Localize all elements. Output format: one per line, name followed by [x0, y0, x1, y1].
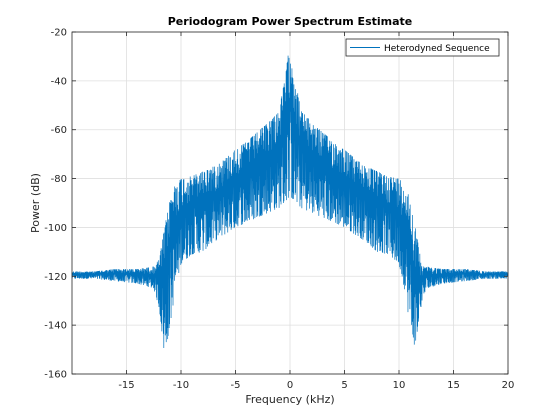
chart-title: Periodogram Power Spectrum Estimate — [168, 15, 413, 28]
y-tick-label: -120 — [44, 272, 67, 283]
y-tick-label: -60 — [51, 125, 67, 136]
x-tick-label: 20 — [502, 380, 515, 391]
y-axis-label: Power (dB) — [29, 173, 42, 233]
x-axis-label: Frequency (kHz) — [245, 393, 334, 406]
y-tick-label: -140 — [44, 321, 67, 332]
y-tick-label: -40 — [51, 76, 67, 87]
legend: Heterodyned Sequence — [345, 38, 500, 57]
x-tick-label: 0 — [287, 380, 293, 391]
y-tick-label: -100 — [44, 223, 67, 234]
tick-layer: -15 -10 -5 0 5 10 15 20 -160 -140 -120 -100 -80 -60 -4… — [44, 28, 514, 392]
x-tick-label: 10 — [393, 380, 406, 391]
series-line — [71, 55, 509, 349]
y-tick-label: -80 — [51, 174, 67, 185]
x-tick-label: -10 — [173, 380, 189, 391]
x-tick-label: -15 — [118, 380, 134, 391]
legend-box — [345, 38, 500, 57]
series-layer — [71, 55, 509, 349]
legend-entry: Heterodyned Sequence — [384, 44, 490, 54]
y-tick-label: -160 — [44, 370, 67, 381]
x-tick-label: -5 — [231, 380, 241, 391]
y-tick-label: -20 — [51, 28, 67, 39]
x-tick-label: 5 — [341, 380, 347, 391]
x-tick-label: 15 — [447, 380, 460, 391]
